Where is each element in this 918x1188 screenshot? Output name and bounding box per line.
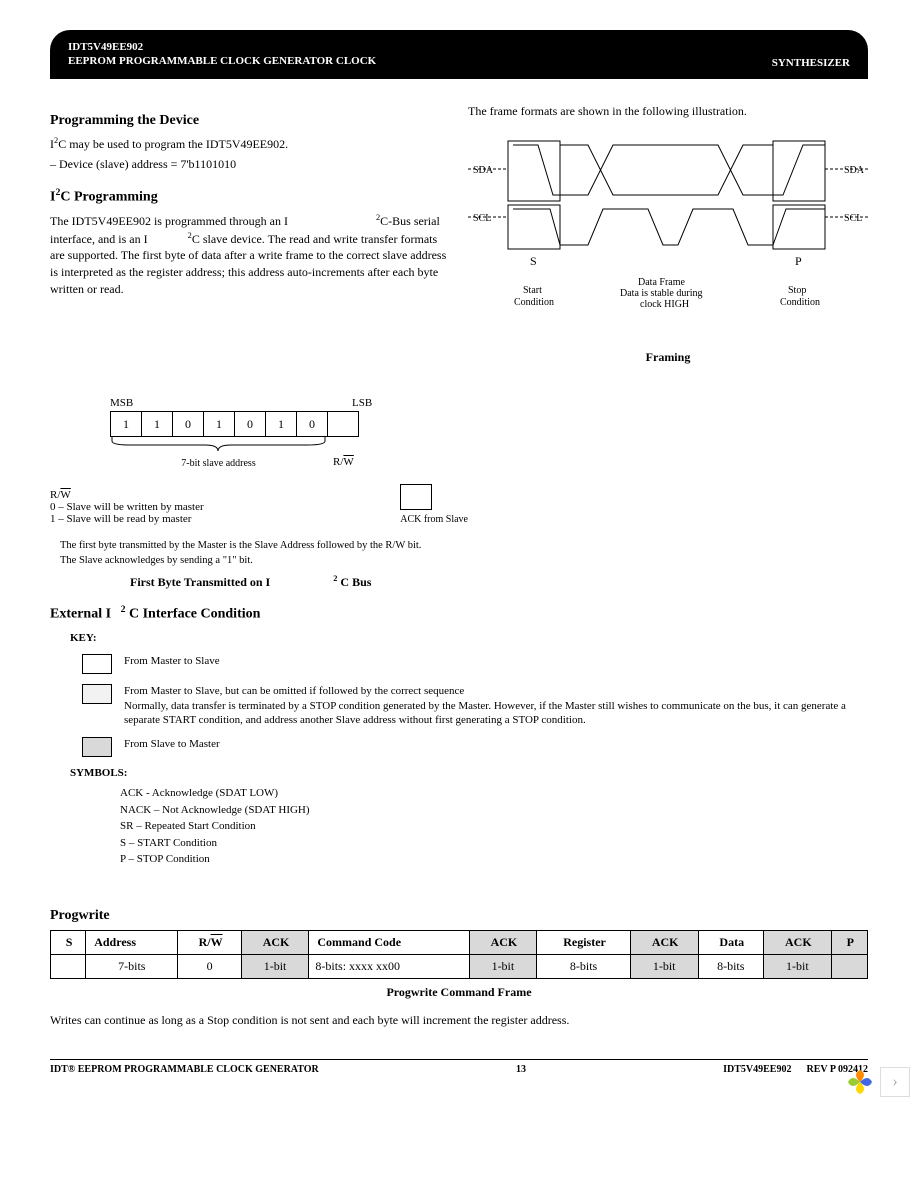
- clock-high-label: clock HIGH: [640, 299, 689, 310]
- sda-label-r: SDA: [844, 165, 865, 176]
- td: 8-bits: [698, 954, 764, 978]
- symbol-item: P – STOP Condition: [120, 851, 868, 868]
- td: 8-bits: [537, 954, 631, 978]
- key-text: From Master to Slave, but can be omitted…: [124, 684, 868, 727]
- part-number: IDT5V49EE902: [68, 40, 376, 54]
- stop-label: Stop: [788, 285, 806, 296]
- arrow-next-icon[interactable]: ›: [880, 1067, 910, 1097]
- symbols-list: ACK - Acknowledge (SDAT LOW) NACK – Not …: [120, 785, 868, 868]
- i2c-programming-heading: I2C Programming: [50, 187, 448, 206]
- td: 1-bit: [630, 954, 698, 978]
- key-label: KEY:: [70, 632, 868, 644]
- key-text: From Slave to Master: [124, 737, 868, 751]
- symbol-item: SR – Repeated Start Condition: [120, 818, 868, 835]
- ack-box: [400, 484, 432, 510]
- first-byte-caption: First Byte Transmitted on I 2 C Bus: [130, 574, 868, 590]
- td: 1-bit: [241, 954, 309, 978]
- th-rw: R/W: [178, 930, 241, 954]
- symbol-item: ACK - Acknowledge (SDAT LOW): [120, 785, 868, 802]
- start-label: Start: [523, 285, 542, 296]
- bit-cell: 0: [234, 411, 265, 437]
- td: 1-bit: [764, 954, 832, 978]
- corner-badge: ›: [846, 1067, 910, 1097]
- bit-cell: 0: [172, 411, 203, 437]
- prog-device-p1: I2C may be used to program the IDT5V49EE…: [50, 135, 448, 153]
- key-swatch-white: [82, 654, 112, 674]
- symbol-item: NACK – Not Acknowledge (SDAT HIGH): [120, 802, 868, 819]
- brace-label: 7-bit slave address: [110, 458, 327, 469]
- bit-row: 1 1 0 1 0 1 0: [110, 411, 868, 437]
- header-left: IDT5V49EE902 EEPROM PROGRAMMABLE CLOCK G…: [68, 40, 376, 69]
- msb-label: MSB: [110, 397, 140, 409]
- th-ack3: ACK: [630, 930, 698, 954]
- progwrite-caption: Progwrite Command Frame: [50, 985, 868, 1000]
- footer-left: IDT® EEPROM PROGRAMMABLE CLOCK GENERATOR: [50, 1064, 319, 1075]
- byte-diagram: MSB LSB 1 1 0 1 0 1 0 7-bit slave addres…: [110, 397, 868, 469]
- scl-label-r: SCL: [844, 213, 862, 224]
- key-row: From Slave to Master: [70, 737, 868, 757]
- p-label: P: [795, 254, 802, 268]
- prog-device-p2: – Device (slave) address = 7'b1101010: [50, 156, 448, 173]
- framing-diagram: SDA SDA SCL: [468, 133, 868, 333]
- rw-def-0: 0 – Slave will be written by master: [50, 501, 384, 513]
- key-swatch-grey: [82, 737, 112, 757]
- th-ack2: ACK: [469, 930, 537, 954]
- progwrite-heading: Progwrite: [50, 908, 868, 924]
- symbols-label: SYMBOLS:: [70, 767, 868, 779]
- symbol-item: S – START Condition: [120, 835, 868, 852]
- ext-i2c-heading: External I 2 C Interface Condition: [50, 604, 868, 623]
- rw-definitions: R/W 0 – Slave will be written by master …: [50, 489, 384, 525]
- header-bar: IDT5V49EE902 EEPROM PROGRAMMABLE CLOCK G…: [50, 30, 868, 79]
- td: [831, 954, 867, 978]
- th-data: Data: [698, 930, 764, 954]
- programming-device-heading: Programming the Device: [50, 113, 448, 129]
- footer-page-number: 13: [516, 1064, 526, 1075]
- stop-cond-label: Condition: [780, 297, 820, 308]
- th-cmd: Command Code: [309, 930, 469, 954]
- progwrite-note: Writes can continue as long as a Stop co…: [50, 1012, 868, 1029]
- td: 0: [178, 954, 241, 978]
- bit-cell: 1: [203, 411, 234, 437]
- first-byte-note: The first byte transmitted by the Master…: [60, 539, 868, 567]
- td: [51, 954, 86, 978]
- brace-icon: [110, 437, 327, 451]
- ack-label: ACK from Slave: [400, 514, 468, 525]
- th-address: Address: [86, 930, 178, 954]
- header-right: SYNTHESIZER: [772, 57, 850, 69]
- th-register: Register: [537, 930, 631, 954]
- progwrite-table: S Address R/W ACK Command Code ACK Regis…: [50, 930, 868, 979]
- pinwheel-icon: [846, 1068, 874, 1096]
- rw-def-1: 1 – Slave will be read by master: [50, 513, 384, 525]
- th-ack4: ACK: [764, 930, 832, 954]
- th-ack1: ACK: [241, 930, 309, 954]
- doc-title: EEPROM PROGRAMMABLE CLOCK GENERATOR CLOC…: [68, 54, 376, 68]
- bit-cell: 1: [265, 411, 296, 437]
- frame-format-text: The frame formats are shown in the follo…: [468, 103, 868, 120]
- th-s: S: [51, 930, 86, 954]
- key-swatch-light: [82, 684, 112, 704]
- th-p: P: [831, 930, 867, 954]
- scl-label: SCL: [473, 213, 491, 224]
- s-label: S: [530, 254, 537, 268]
- td: 7-bits: [86, 954, 178, 978]
- rw-label: R/W: [333, 456, 354, 468]
- td: 1-bit: [469, 954, 537, 978]
- td: 8-bits: xxxx xx00: [309, 954, 469, 978]
- start-cond-label: Condition: [514, 297, 554, 308]
- i2c-programming-body: The IDT5V49EE902 is programmed through a…: [50, 212, 448, 298]
- lsb-label: LSB: [352, 397, 372, 409]
- bit-cell: 1: [110, 411, 141, 437]
- key-row: From Master to Slave, but can be omitted…: [70, 684, 868, 727]
- key-row: From Master to Slave: [70, 654, 868, 674]
- key-text: From Master to Slave: [124, 654, 868, 668]
- sda-label: SDA: [473, 165, 494, 176]
- framing-caption: Framing: [468, 350, 868, 365]
- bit-cell: [327, 411, 359, 437]
- data-stable-label: Data is stable during: [620, 288, 702, 299]
- footer: IDT® EEPROM PROGRAMMABLE CLOCK GENERATOR…: [50, 1059, 868, 1075]
- data-frame-label: Data Frame: [638, 277, 685, 288]
- bit-cell: 0: [296, 411, 327, 437]
- rw-heading: R/W: [50, 489, 384, 501]
- bit-cell: 1: [141, 411, 172, 437]
